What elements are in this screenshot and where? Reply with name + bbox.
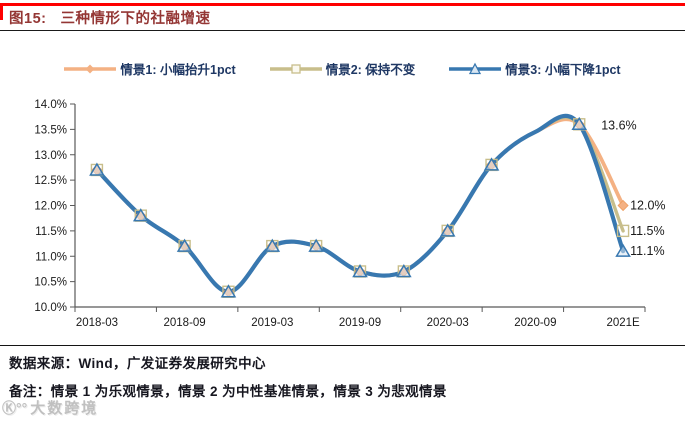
watermark: Ⓚ°° 大数跨境 (2, 397, 98, 418)
y-axis-tick-label: 10.5% (34, 277, 67, 289)
figure-title-text: 三种情形下的社融增速 (60, 11, 211, 27)
x-axis-tick-label: 2018-09 (164, 317, 206, 329)
legend-item-scenario1: 情景1: 小幅抬升1pct (64, 59, 236, 78)
figure-title: 图15: 三种情形下的社融增速 (9, 7, 210, 28)
scenario1-line-marker-icon (64, 62, 117, 76)
top-accent-line (0, 3, 685, 6)
note-text: 备注：情景 1 为乐观情景，情景 2 为中性基准情景，情景 3 为悲观情景 (9, 384, 447, 399)
x-axis-tick-label: 2021E (606, 317, 640, 329)
chart-annotations: 13.6% 12.0% 11.5% 11.1% (601, 118, 665, 258)
y-axis-tick-label: 12.0% (34, 201, 67, 213)
legend-item-scenario3: 情景3: 小幅下降1pct (449, 59, 621, 78)
scenario2-line-marker-icon (269, 62, 322, 76)
watermark-logo-icon: Ⓚ°° (2, 400, 28, 416)
line-chart: 14.0% 13.5% 13.0% 12.5% 12.0% 11.5% 11.0% 10.5%… (34, 99, 665, 329)
y-axis-tick-label: 10.0% (34, 302, 67, 314)
legend-label-scenario1: 情景1: 小幅抬升1pct (120, 63, 236, 77)
y-axis-tick-label: 11.5% (35, 226, 67, 238)
watermark-text: 大数跨境 (30, 400, 99, 417)
chart-axes: 14.0% 13.5% 13.0% 12.5% 12.0% 11.5% 11.0% 10.5%… (34, 99, 646, 329)
data-label: 11.5% (630, 224, 665, 238)
y-axis-tick-label: 12.5% (34, 175, 67, 187)
x-axis-tick-label: 2020-03 (427, 317, 469, 329)
legend-label-scenario3: 情景3: 小幅下降1pct (505, 63, 621, 77)
legend-item-scenario2: 情景2: 保持不变 (269, 59, 416, 78)
footer-divider (0, 345, 685, 347)
x-axis-tick-label: 2020-09 (514, 317, 556, 329)
chart-markers (89, 116, 631, 298)
x-axis-tick-label: 2019-09 (339, 317, 381, 329)
chart-legend: 情景1: 小幅抬升1pct 情景2: 保持不变 情景3: 小幅下降1pct (0, 59, 685, 78)
data-label: 11.1% (630, 244, 665, 258)
data-label: 13.6% (601, 118, 636, 132)
title-divider (0, 30, 685, 31)
legend-label-scenario2: 情景2: 保持不变 (325, 63, 416, 77)
scenario3-line-marker-icon (449, 62, 502, 76)
y-axis-tick-label: 11.0% (35, 251, 67, 263)
y-axis-tick-label: 13.0% (34, 150, 67, 162)
y-axis-tick-label: 13.5% (34, 124, 67, 136)
data-source: 数据来源：Wind，广发证券发展研究中心 (9, 356, 266, 371)
x-axis-tick-label: 2019-03 (251, 317, 293, 329)
figure-number-label: 图15: (9, 11, 47, 27)
y-axis-tick-label: 14.0% (34, 99, 67, 111)
left-accent-tick (0, 6, 3, 20)
x-axis-tick-label: 2018-03 (76, 317, 118, 329)
data-label: 12.0% (630, 199, 665, 213)
